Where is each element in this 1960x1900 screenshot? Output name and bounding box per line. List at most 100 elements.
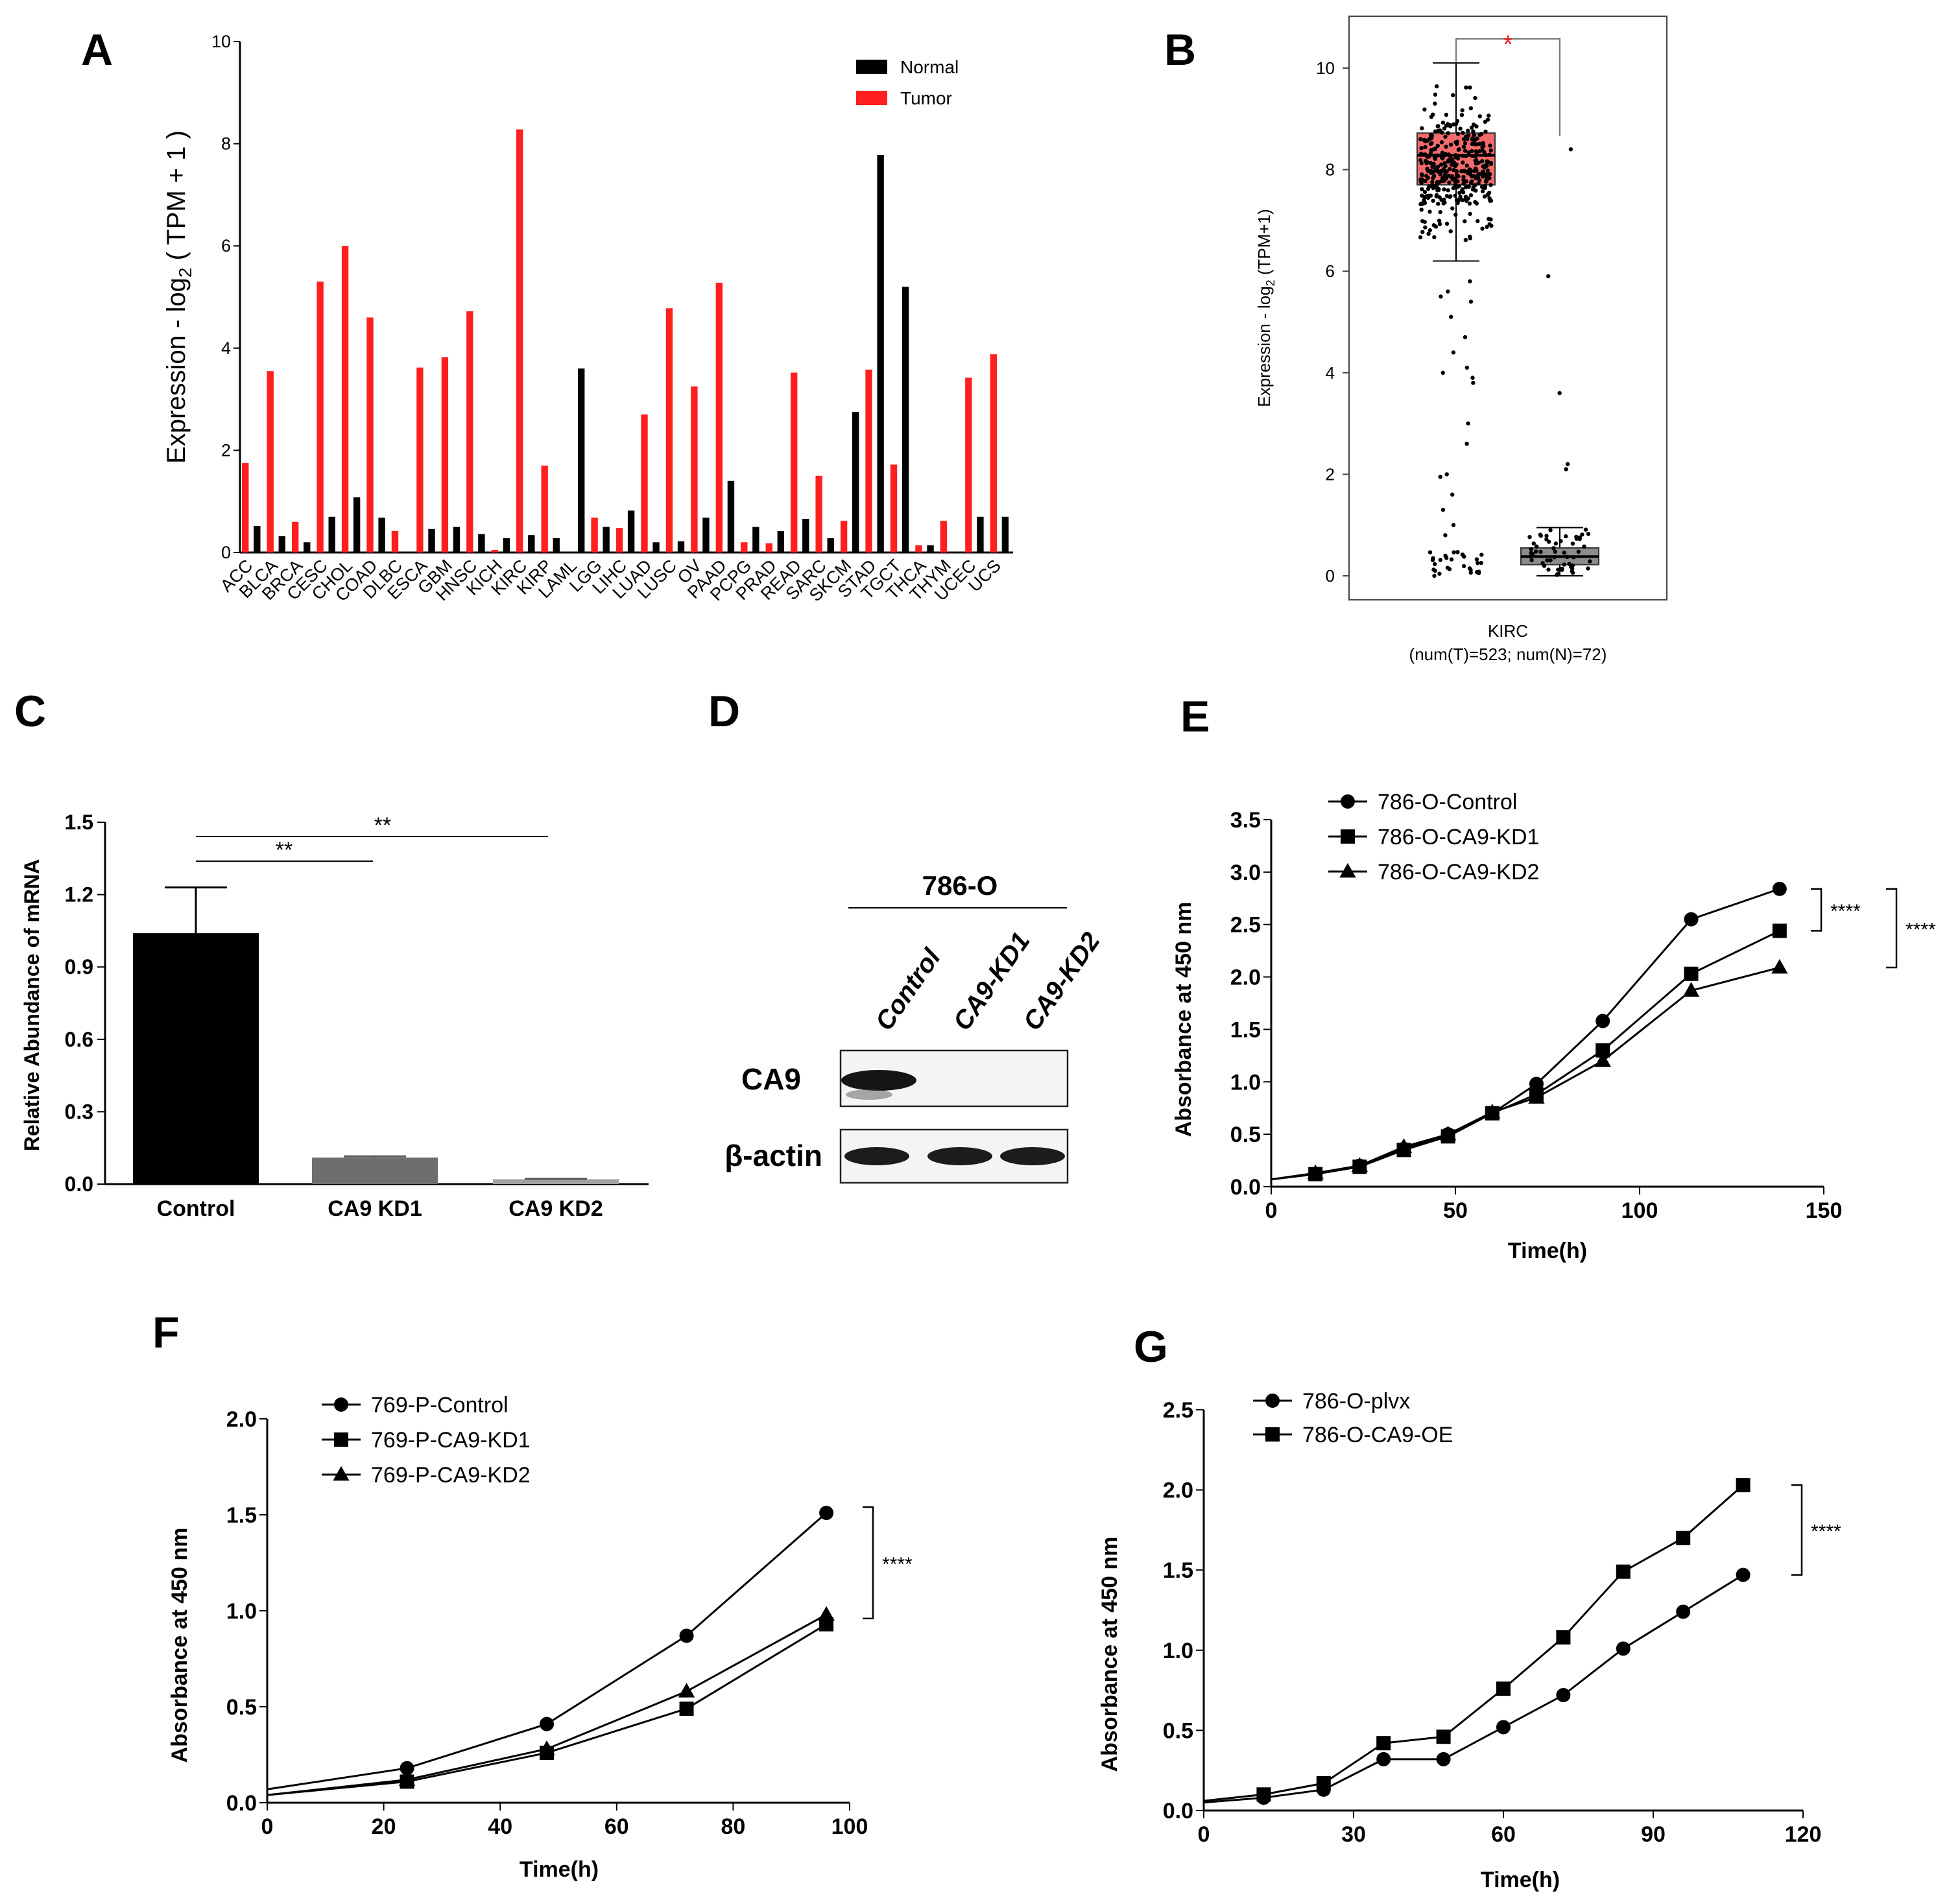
- legend-label: 769-P-CA9-KD1: [371, 1428, 531, 1453]
- tumor-point: [1426, 187, 1431, 191]
- tumor-point: [1435, 153, 1440, 158]
- tumor-point: [1428, 193, 1433, 198]
- panel-a-y-label: Expression - log2 ( TPM + 1 ): [162, 130, 195, 464]
- normal-point: [1529, 547, 1533, 551]
- tumor-point: [1476, 560, 1480, 565]
- tumor-outlier-point: [1464, 365, 1470, 370]
- data-point-triangle: [398, 1771, 416, 1786]
- tumor-point: [1479, 132, 1484, 136]
- tumor-point: [1420, 126, 1424, 130]
- tumor-point: [1468, 193, 1474, 198]
- tumor-point: [1429, 171, 1433, 175]
- scatter-points: [1418, 84, 1592, 578]
- data-point-square: [1595, 1043, 1610, 1058]
- tumor-point: [1420, 187, 1424, 192]
- normal-point: [1564, 534, 1568, 539]
- tumor-point: [1448, 142, 1453, 147]
- bar-normal: [702, 517, 710, 552]
- tumor-point: [1455, 119, 1460, 123]
- panel-b-frame: [1348, 16, 1667, 600]
- legend-label: 786-O-CA9-KD2: [1378, 860, 1539, 885]
- bar-tumor: [615, 528, 623, 552]
- tumor-point: [1455, 179, 1460, 184]
- normal-point: [1572, 555, 1576, 560]
- panel-a-bars: [242, 129, 1009, 552]
- tumor-point: [1488, 143, 1492, 148]
- tumor-point: [1434, 167, 1439, 171]
- tumor-point: [1450, 157, 1455, 162]
- normal-outlier-point: [1557, 390, 1562, 396]
- panel-c-ticks: 0.0 0.3 0.6 0.9 1.2 1.5: [65, 811, 105, 1196]
- tumor-point: [1480, 159, 1485, 163]
- tumor-point: [1443, 553, 1448, 558]
- tumor-outlier-point: [1470, 375, 1475, 380]
- bar-tumor: [715, 282, 723, 552]
- normal-point: [1546, 540, 1551, 544]
- tumor-point: [1475, 570, 1479, 575]
- tumor-point: [1488, 182, 1493, 187]
- tumor-point: [1474, 167, 1478, 171]
- legend-label: 786-O-CA9-KD1: [1378, 825, 1539, 849]
- tumor-point: [1442, 126, 1447, 131]
- tumor-point: [1423, 145, 1428, 150]
- tumor-point: [1428, 228, 1432, 233]
- tumor-point: [1470, 154, 1475, 158]
- y-tick-label: 2: [1326, 464, 1335, 484]
- tumor-point: [1426, 154, 1431, 159]
- data-point-triangle: [818, 1606, 835, 1621]
- tumor-point: [1431, 198, 1435, 203]
- tumor-point: [1455, 139, 1459, 144]
- normal-point: [1529, 558, 1534, 563]
- tumor-point: [1480, 189, 1485, 194]
- tumor-point: [1439, 162, 1444, 167]
- tumor-point: [1462, 169, 1466, 173]
- tumor-outlier-point: [1451, 523, 1456, 527]
- tumor-point: [1464, 185, 1468, 189]
- data-point-triangle: [1594, 1052, 1611, 1067]
- tumor-point: [1469, 125, 1474, 130]
- tumor-point: [1444, 112, 1449, 117]
- data-point-square: [1265, 1427, 1280, 1442]
- data-point-triangle: [1339, 862, 1356, 878]
- bar-normal: [802, 518, 809, 552]
- bar-tumor: [865, 369, 872, 552]
- tumor-point: [1461, 564, 1466, 569]
- panel-e-plot: 0.0 0.5 1.0 1.5 2.0 2.5 3.0 3.5 0 50 100 150 786-O-C…: [1230, 790, 1936, 1223]
- tumor-point: [1466, 171, 1470, 176]
- y-tick-label: 1.0: [1230, 1070, 1261, 1095]
- normal-point: [1548, 528, 1553, 532]
- tumor-point: [1488, 198, 1492, 203]
- y-tick-label: 1.5: [65, 811, 93, 834]
- tumor-point: [1481, 164, 1485, 169]
- y-tick-label: 6: [1326, 261, 1335, 281]
- y-tick-label: 3.5: [1230, 808, 1261, 833]
- tumor-point: [1435, 188, 1440, 193]
- data-point-circle: [1616, 1641, 1631, 1656]
- tumor-point: [1488, 148, 1493, 153]
- y-tick-label: 0.9: [65, 955, 93, 979]
- tumor-point: [1425, 138, 1429, 143]
- y-tick-label: 0: [1326, 566, 1335, 586]
- blot-ca9-band-smear: [846, 1089, 892, 1100]
- tumor-point: [1487, 113, 1491, 118]
- y-tick-label: 1.0: [226, 1599, 257, 1624]
- y-tick-label: 0.6: [65, 1028, 93, 1051]
- tumor-outlier-point: [1443, 533, 1448, 538]
- panel-label-a: A: [81, 25, 113, 75]
- y-tick-label: 0.0: [1230, 1175, 1261, 1200]
- data-point-circle: [1496, 1720, 1511, 1735]
- tumor-point: [1464, 163, 1470, 168]
- data-point-square: [1736, 1478, 1751, 1493]
- significance-bracket: [1811, 888, 1823, 932]
- panel-a-bar-chart: Expression - log2 ( TPM + 1 ) Normal Tum…: [162, 32, 1013, 605]
- tumor-point: [1438, 558, 1443, 562]
- normal-point: [1560, 566, 1564, 571]
- blot-actin-band-kd2: [1000, 1147, 1065, 1165]
- bar-normal: [428, 528, 435, 552]
- data-point-triangle: [1307, 1164, 1324, 1180]
- legend-label: 786-O-plvx: [1302, 1389, 1410, 1414]
- tumor-point: [1473, 158, 1478, 163]
- x-tick-label: 60: [1491, 1822, 1516, 1847]
- panel-a-category-labels: ACCBLCABRCACESCCHOLCOADDLBCESCAGBMHNSCKI…: [217, 556, 1005, 605]
- tumor-point: [1483, 129, 1488, 134]
